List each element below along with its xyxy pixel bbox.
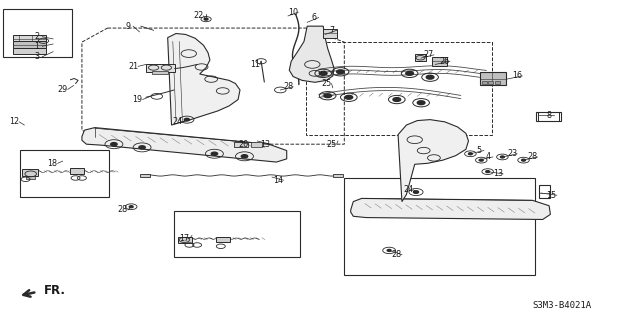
Text: 10: 10 [288,8,298,17]
Circle shape [129,206,133,208]
Text: 13: 13 [493,169,503,178]
Circle shape [417,101,425,105]
Text: 24: 24 [173,117,183,126]
Text: 14: 14 [273,176,284,185]
Circle shape [387,249,391,251]
Text: 20: 20 [238,140,248,149]
Bar [13,48,46,54]
Circle shape [468,153,472,155]
Circle shape [406,71,413,75]
Text: FR.: FR. [44,284,65,297]
Bar [323,29,337,38]
Text: 18: 18 [47,159,58,168]
Bar [536,112,561,121]
Bar [482,81,487,84]
Text: 15: 15 [547,191,557,200]
Text: 28: 28 [118,205,128,214]
Circle shape [500,156,504,158]
Text: 8: 8 [547,111,552,120]
Bar [13,35,46,41]
Bar [22,169,38,176]
Circle shape [413,191,419,193]
Text: 13: 13 [260,140,271,149]
Bar [26,176,35,179]
Bar [251,142,262,147]
Text: 25: 25 [326,140,337,149]
Bar [480,72,506,85]
Text: 11: 11 [250,60,260,69]
Text: 27: 27 [424,50,434,59]
Polygon shape [351,198,550,219]
Circle shape [241,155,248,158]
Circle shape [204,18,208,20]
Text: 2: 2 [35,32,40,41]
Bar [432,57,447,66]
Polygon shape [82,128,287,162]
Circle shape [211,152,218,155]
Text: 4: 4 [485,152,490,161]
Text: 16: 16 [512,71,522,80]
Bar [415,54,426,61]
Text: S3M3-B4021A: S3M3-B4021A [532,301,591,310]
Text: 12: 12 [9,117,19,126]
Text: 24: 24 [403,185,413,194]
Text: 6: 6 [311,13,316,22]
Bar [495,81,500,84]
Bar [344,178,535,275]
Circle shape [522,159,525,161]
Text: 25: 25 [321,79,332,88]
Text: 28: 28 [527,152,538,161]
Circle shape [337,70,344,74]
Bar [178,237,192,243]
Bar [539,185,550,198]
Circle shape [184,118,189,121]
Bar [234,142,248,147]
Bar [146,64,175,72]
Bar [174,211,300,257]
Text: 5: 5 [476,146,481,155]
Text: 28: 28 [392,250,402,259]
Text: 28: 28 [283,82,293,91]
Text: 29: 29 [58,85,68,94]
Bar [13,41,46,48]
Bar [488,81,493,84]
Bar [140,174,150,177]
Bar [20,150,109,197]
Circle shape [111,143,117,146]
Text: 19: 19 [132,95,143,104]
Circle shape [479,159,483,161]
Circle shape [345,95,353,99]
Circle shape [324,94,332,98]
Text: 3: 3 [35,52,40,61]
Circle shape [426,75,434,79]
Bar [3,9,72,57]
Text: 26: 26 [440,57,450,66]
Circle shape [139,146,145,149]
Bar [70,168,84,174]
Circle shape [393,98,401,101]
Text: 21: 21 [128,62,138,71]
Polygon shape [289,26,334,82]
Circle shape [486,171,490,173]
Text: 23: 23 [507,149,517,158]
Text: 22: 22 [193,11,204,20]
Text: 17: 17 [179,234,189,243]
Bar [152,71,168,74]
Polygon shape [168,33,240,125]
Text: 9: 9 [125,22,131,31]
Text: 1: 1 [35,42,40,51]
Polygon shape [398,120,468,202]
Circle shape [319,71,327,75]
Text: 7: 7 [329,26,334,35]
Bar [216,237,230,242]
Bar [333,174,343,177]
